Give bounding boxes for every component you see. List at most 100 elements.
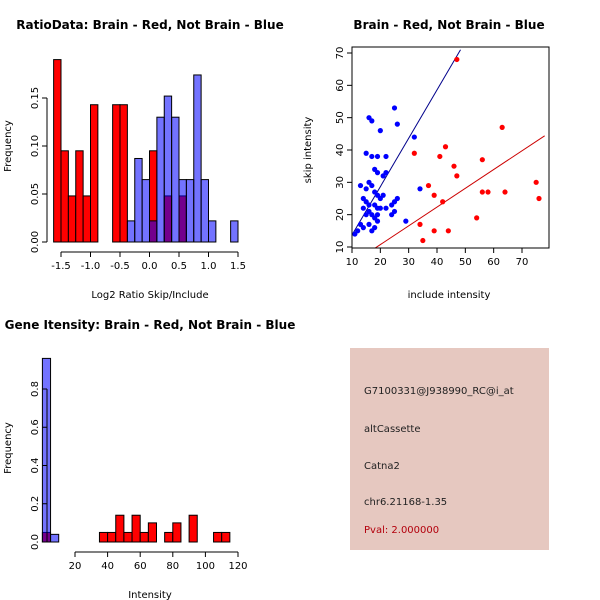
scatter-point-brain bbox=[533, 179, 539, 185]
scatter-point-not-brain bbox=[366, 115, 372, 121]
gene-intensity-bar-not-brain bbox=[50, 533, 60, 543]
gene-intensity-bar-brain bbox=[98, 531, 109, 543]
scatter-point-not-brain bbox=[369, 182, 375, 189]
scatter-point-brain bbox=[425, 182, 432, 189]
gene-intensity-x-tick-label: 40 bbox=[101, 561, 114, 572]
scatter-fit-line-brain bbox=[374, 135, 545, 248]
scatter-point-not-brain bbox=[352, 231, 358, 237]
gene-intensity-x-axis: 20 40 60 80 100 120 bbox=[69, 551, 248, 572]
ratio-histogram-bar-brain bbox=[119, 104, 128, 243]
gene-intensity-bar-brain bbox=[115, 514, 125, 543]
scatter-point-brain bbox=[440, 199, 446, 205]
scatter-fit-line-not-brain bbox=[352, 49, 461, 237]
ratio-histogram-bar-not-brain bbox=[200, 179, 209, 243]
ratio-histogram-bar-not-brain bbox=[171, 116, 180, 243]
scatter-y-tick-label: 60 bbox=[335, 79, 346, 92]
gene-intensity-bar-brain bbox=[139, 531, 149, 543]
event-type: altCassette bbox=[364, 424, 421, 435]
scatter-point-not-brain bbox=[377, 205, 383, 211]
scatter-point-not-brain bbox=[374, 170, 381, 176]
intensity-scatter-panel: Brain - Red, Not Brain - Blue 10 20 30 40 50… bbox=[303, 18, 550, 301]
scatter-x-axis: 10 20 30 40 50 60 70 bbox=[346, 247, 529, 268]
scatter-x-tick-label: 40 bbox=[431, 257, 444, 268]
scatter-point-brain bbox=[499, 124, 505, 130]
ratio-histogram-x-tick-label: 1.0 bbox=[201, 261, 217, 272]
scatter-point-not-brain bbox=[372, 225, 378, 231]
scatter-point-brain bbox=[420, 237, 426, 244]
ratio-histogram-bar-not-brain bbox=[156, 116, 165, 243]
ratio-histogram-y-axis: 0.00 0.05 0.10 0.15 bbox=[30, 87, 48, 253]
scatter-point-not-brain bbox=[383, 205, 389, 211]
gene-intensity-ylabel: Frequency bbox=[3, 422, 14, 474]
ratio-histogram-bar-not-brain bbox=[178, 179, 187, 243]
scatter-point-not-brain bbox=[394, 195, 400, 202]
gene-name: Catna2 bbox=[364, 461, 400, 472]
scatter-title: Brain - Red, Not Brain - Blue bbox=[353, 18, 544, 32]
probe-info-panel: G7100331@J938990_RC@i_at altCassette Cat… bbox=[350, 348, 549, 550]
gene-intensity-x-tick-label: 120 bbox=[228, 561, 247, 572]
scatter-x-tick-label: 70 bbox=[516, 257, 529, 268]
gene-intensity-bar-not-brain bbox=[41, 357, 52, 543]
gene-intensity-x-tick-label: 100 bbox=[196, 561, 215, 572]
ratio-histogram-bar-brain bbox=[53, 59, 62, 243]
scatter-point-brain bbox=[454, 173, 460, 179]
scatter-x-tick-label: 30 bbox=[402, 257, 415, 268]
scatter-y-tick-label: 40 bbox=[335, 144, 346, 157]
ratio-histogram-bar-brain bbox=[90, 104, 99, 243]
scatter-point-brain bbox=[442, 144, 449, 150]
ratio-histogram-bar-not-brain bbox=[141, 179, 150, 243]
scatter-point-not-brain bbox=[380, 192, 386, 198]
ratio-histogram-x-tick-label: -0.5 bbox=[110, 261, 130, 272]
scatter-fit-lines bbox=[352, 49, 545, 248]
ratio-histogram-ylabel: Frequency bbox=[3, 120, 14, 172]
scatter-point-brain bbox=[445, 228, 451, 234]
gene-intensity-y-axis: 0.0 0.2 0.4 0.6 0.8 bbox=[30, 381, 48, 550]
ratio-histogram-bar-brain bbox=[82, 195, 91, 243]
ratio-histogram-bar-not-brain bbox=[126, 220, 136, 243]
scatter-point-not-brain bbox=[389, 212, 395, 218]
gene-intensity-title: Gene Itensity: Brain - Red, Not Brain - … bbox=[5, 318, 296, 332]
gene-intensity-y-tick-label: 0.8 bbox=[30, 381, 41, 397]
scatter-point-brain bbox=[502, 189, 508, 195]
scatter-xlabel: include intensity bbox=[408, 290, 491, 301]
gene-intensity-bar-brain bbox=[172, 522, 182, 543]
scatter-point-not-brain bbox=[374, 212, 381, 218]
gene-intensity-bar-brain bbox=[188, 514, 198, 543]
ratio-histogram-x-tick-label: -1.0 bbox=[81, 261, 101, 272]
ratio-histogram-y-tick-label: 0.00 bbox=[30, 231, 41, 253]
gene-intensity-y-tick-label: 0.6 bbox=[30, 419, 41, 435]
ratio-histogram-x-axis: -1.5 -1.0 -0.5 0.0 0.5 1.0 1.5 bbox=[51, 251, 246, 272]
ratio-histogram-bar-brain bbox=[67, 195, 77, 243]
scatter-point-not-brain bbox=[363, 150, 369, 156]
scatter-x-tick-label: 10 bbox=[346, 257, 359, 268]
scatter-y-axis: 10 20 30 40 50 60 70 bbox=[335, 47, 353, 253]
ratio-histogram-bar-not-brain bbox=[149, 220, 158, 243]
ratio-histogram-bar-not-brain bbox=[185, 179, 195, 243]
scatter-point-not-brain bbox=[417, 186, 423, 192]
scatter-ylabel: skip intensity bbox=[303, 117, 314, 184]
scatter-point-not-brain bbox=[369, 153, 375, 160]
ratio-histogram-title: RatioData: Brain - Red, Not Brain - Blue bbox=[16, 18, 283, 32]
scatter-point-not-brain bbox=[374, 218, 381, 224]
scatter-point-not-brain bbox=[377, 128, 383, 134]
scatter-point-not-brain bbox=[391, 105, 398, 111]
ratio-histogram-bars bbox=[53, 59, 239, 243]
scatter-point-brain bbox=[454, 56, 460, 63]
scatter-point-not-brain bbox=[360, 225, 366, 231]
scatter-x-tick-label: 50 bbox=[459, 257, 472, 268]
gene-intensity-bar-brain bbox=[131, 514, 141, 543]
scatter-x-tick-label: 20 bbox=[374, 257, 387, 268]
scatter-point-not-brain bbox=[403, 218, 409, 224]
gene-intensity-y-tick-label: 0.2 bbox=[30, 496, 41, 512]
gene-intensity-x-tick-label: 20 bbox=[69, 561, 82, 572]
ratio-histogram-y-tick-label: 0.15 bbox=[30, 87, 41, 109]
scatter-points bbox=[352, 56, 542, 244]
ratio-histogram-y-tick-label: 0.05 bbox=[30, 183, 41, 205]
scatter-point-brain bbox=[479, 189, 485, 195]
gene-intensity-bar-brain bbox=[123, 531, 133, 543]
ratio-histogram-x-tick-label: 1.5 bbox=[230, 261, 246, 272]
ratio-histogram-bar-not-brain bbox=[134, 157, 143, 243]
scatter-point-not-brain bbox=[383, 170, 389, 176]
scatter-y-tick-label: 30 bbox=[335, 176, 346, 189]
